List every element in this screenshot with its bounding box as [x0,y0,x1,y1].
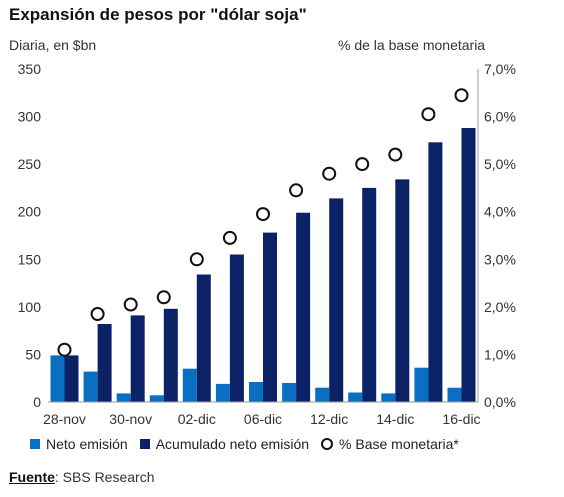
legend: Neto emisión Acumulado neto emisión % Ba… [30,436,471,452]
point-base-monetaria [388,147,403,162]
y-left-tick-label: 350 [18,61,42,77]
bar-neto-emision [182,368,197,402]
y-right-tick-label: 2,0% [484,299,516,315]
source-note: Fuente: SBS Research [9,469,155,485]
legend-swatch-neto [30,439,40,449]
bar-neto-emision [215,383,230,402]
bar-neto-emision [83,371,98,402]
y-right-tick-label: 7,0% [484,61,516,77]
point-base-monetaria [222,230,237,245]
bar-acumulado-neto-emision [329,198,344,402]
bar-acumulado-neto-emision [395,179,410,402]
point-base-monetaria [90,307,105,321]
bar-neto-emision [348,392,363,402]
y-right-tick-label: 1,0% [484,346,516,362]
point-base-monetaria [322,166,337,181]
x-tick-label: 14-dic [376,411,414,427]
point-base-monetaria [289,183,304,198]
source-text: : SBS Research [54,469,155,485]
y-right-tick-label: 4,0% [484,204,516,220]
x-tick-label: 28-nov [43,411,86,427]
x-tick-label: 30-nov [109,411,152,427]
bar-neto-emision [282,383,297,402]
bar-acumulado-neto-emision [461,128,476,402]
point-base-monetaria [156,290,171,305]
legend-marker-base [321,438,334,450]
bar-acumulado-neto-emision [196,274,211,402]
y-left-tick-label: 300 [18,109,42,125]
bar-acumulado-neto-emision [64,355,79,402]
bar-acumulado-neto-emision [263,232,277,402]
source-label: Fuente [9,469,55,485]
legend-label-acumulado: Acumulado neto emisión [155,436,310,452]
bar-neto-emision [149,395,164,402]
point-base-monetaria [256,207,270,222]
bar-acumulado-neto-emision [130,315,145,402]
bar-acumulado-neto-emision [229,254,244,402]
bar-neto-emision [447,387,462,402]
point-base-monetaria [355,157,370,172]
bar-neto-emision [50,355,65,402]
point-base-monetaria [421,107,436,122]
legend-swatch-acumulado [139,439,150,449]
bar-neto-emision [249,382,263,402]
point-base-monetaria [454,88,469,103]
bar-acumulado-neto-emision [428,142,443,403]
y-left-axis-label: Diaria, en $bn [9,37,97,53]
y-right-axis-label: % de la base monetaria [338,37,486,53]
x-tick-label: 02-dic [178,411,216,427]
bar-acumulado-neto-emision [362,187,377,402]
point-base-monetaria [57,342,72,357]
bar-neto-emision [315,387,330,402]
y-left-tick-label: 0 [33,394,41,410]
x-tick-label: 06-dic [244,411,282,427]
legend-item-neto: Neto emisión [30,436,128,452]
y-right-tick-label: 0,0% [484,394,516,410]
x-tick-label: 12-dic [310,411,348,427]
point-base-monetaria [123,297,138,312]
bar-neto-emision [116,393,131,402]
legend-label-neto: Neto emisión [46,436,128,452]
bar-acumulado-neto-emision [163,308,178,402]
y-left-tick-label: 50 [25,346,41,362]
bar-neto-emision [414,367,429,402]
legend-item-acumulado: Acumulado neto emisión [139,436,310,452]
y-left-tick-label: 250 [18,156,42,172]
y-left-tick-label: 100 [18,299,42,315]
legend-label-base: % Base monetaria* [339,436,459,452]
bar-acumulado-neto-emision [296,212,311,402]
legend-item-base: % Base monetaria* [321,436,459,452]
y-right-tick-label: 5,0% [484,156,516,172]
x-tick-label: 16-dic [442,411,480,427]
y-right-tick-label: 6,0% [484,109,516,125]
bar-acumulado-neto-emision [97,324,112,402]
bar-neto-emision [381,393,396,402]
chart-title: Expansión de pesos por "dólar soja" [9,5,307,24]
y-left-tick-label: 150 [18,251,42,267]
y-right-tick-label: 3,0% [484,251,516,267]
y-left-tick-label: 200 [18,204,42,220]
point-base-monetaria [189,252,204,267]
